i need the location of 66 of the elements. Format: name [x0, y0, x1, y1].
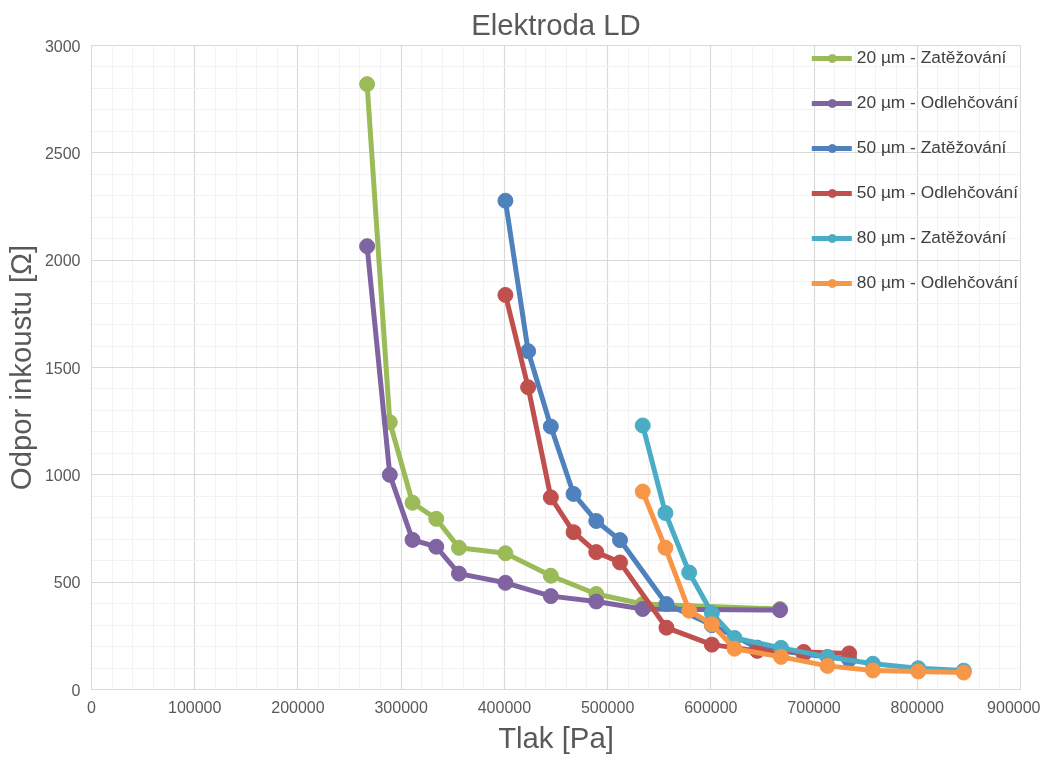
point	[681, 564, 698, 581]
point	[520, 343, 537, 360]
point	[520, 379, 537, 396]
point	[359, 76, 376, 93]
y-tick-label: 500	[53, 574, 81, 592]
point	[381, 466, 398, 483]
legend-label: 20 µm - Zatěžování	[856, 47, 1007, 68]
point	[565, 524, 582, 541]
legend-label: 80 µm - Zatěžování	[856, 227, 1007, 248]
point	[864, 662, 881, 679]
x-tick-label: 800000	[890, 698, 945, 716]
legend-label: 80 µm - Odlehčování	[856, 272, 1018, 293]
point	[658, 596, 675, 613]
point	[819, 657, 836, 674]
x-tick-label: 700000	[787, 698, 841, 716]
point	[726, 640, 743, 657]
y-axis-title: Odpor inkoustu [Ω]	[3, 244, 37, 491]
point	[634, 601, 651, 617]
point	[428, 538, 445, 555]
point	[773, 648, 790, 665]
point	[497, 192, 514, 209]
x-tick-label: 400000	[477, 698, 532, 716]
point	[657, 505, 674, 522]
point	[703, 636, 720, 653]
point	[359, 238, 376, 255]
point	[612, 532, 628, 549]
chart-title: Elektroda LD	[471, 7, 641, 41]
point	[612, 554, 628, 571]
x-tick-label: 600000	[684, 698, 738, 716]
point	[450, 539, 467, 556]
point	[565, 485, 582, 502]
point	[588, 593, 605, 610]
point	[497, 545, 514, 562]
point	[542, 567, 559, 584]
point	[542, 588, 559, 605]
y-tick-label: 2000	[44, 252, 81, 270]
y-tick-label: 2500	[44, 144, 81, 162]
point	[404, 531, 421, 548]
point	[542, 418, 559, 435]
x-tick-label: 100000	[168, 698, 222, 716]
x-tick-label: 200000	[271, 698, 325, 716]
point	[658, 619, 675, 636]
point	[497, 286, 514, 303]
point	[542, 489, 559, 506]
point	[428, 510, 445, 527]
x-tick-label: 900000	[987, 698, 1041, 716]
point	[634, 483, 651, 500]
point	[450, 565, 467, 582]
y-tick-label: 1500	[44, 359, 81, 377]
legend-label: 20 µm - Odlehčování	[856, 92, 1018, 113]
y-tick-label: 3000	[44, 37, 81, 55]
point	[657, 539, 674, 556]
point	[681, 602, 698, 619]
x-tick-label: 0	[87, 698, 97, 716]
point	[497, 574, 514, 591]
x-axis-title: Tlak [Pa]	[498, 720, 614, 754]
legend-label: 50 µm - Zatěžování	[856, 137, 1007, 158]
point	[634, 417, 651, 434]
point	[404, 494, 421, 511]
x-tick-label: 500000	[580, 698, 635, 716]
point	[588, 544, 605, 561]
x-tick-label: 300000	[374, 698, 428, 716]
y-tick-label: 0	[71, 681, 81, 699]
point	[588, 513, 605, 529]
legend-label: 50 µm - Odlehčování	[856, 182, 1018, 203]
y-tick-label: 1000	[44, 466, 81, 484]
